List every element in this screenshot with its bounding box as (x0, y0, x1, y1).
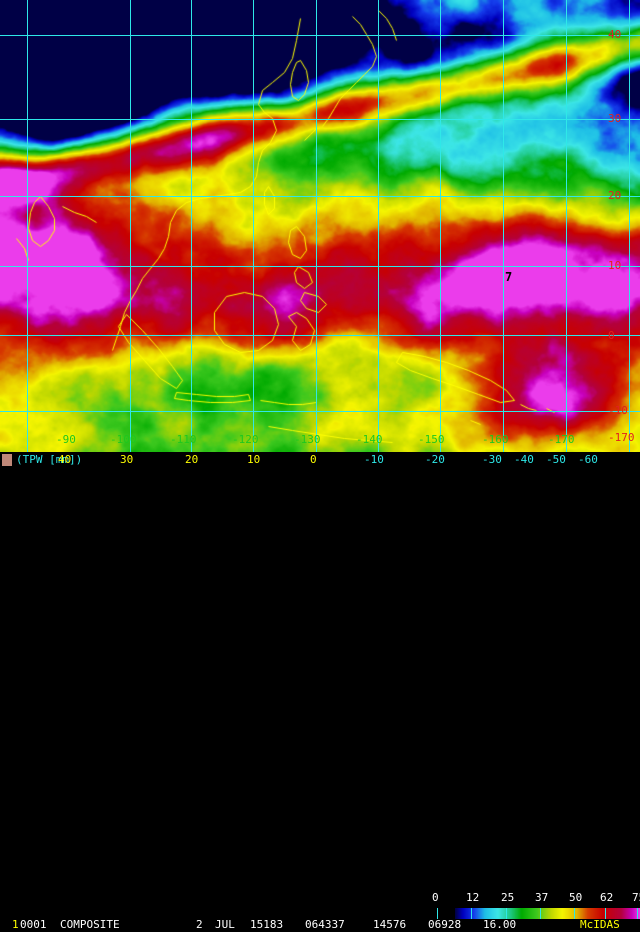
longitude-label-1: -100 (110, 433, 137, 446)
longitude-label-0: -90 (56, 433, 76, 446)
latitude-label-5: -10 (608, 404, 628, 417)
scale-overlay-label-7: -30 (482, 453, 502, 466)
colorbar-tick-label-1: 12 (466, 891, 480, 904)
latitude-label-3: 10 (608, 259, 622, 272)
field-c-value: 16.00 (483, 918, 517, 931)
latitude-label-2: 20 (608, 189, 622, 202)
colorbar-tick-3 (540, 908, 541, 919)
julian-day-value: 15183 (250, 918, 284, 931)
latitude-label-0: 40 (608, 28, 622, 41)
scale-overlay-label-4: 0 (310, 453, 317, 466)
field-a-value: 14576 (373, 918, 407, 931)
scale-overlay-label-8: -40 (514, 453, 534, 466)
colorbar-tick-label-5: 62 (600, 891, 614, 904)
scale-overlay-label-2: 20 (185, 453, 199, 466)
mcidas-brand: McIDAS (580, 918, 620, 931)
scale-overlay-label-5: -10 (364, 453, 384, 466)
colorbar-tick-label-6: 75 (632, 891, 640, 904)
satellite-map-display[interactable]: -90 -100 -110 -120 -130 -140 -150 -160 -170 40 30… (0, 0, 640, 452)
month-value: JUL (215, 918, 235, 931)
colorbar-tick-1 (471, 908, 472, 919)
info-bar: (TPW [mm]) 40 30 20 10 0 -10 -20 -30 -40 -50 -60 0… (0, 452, 640, 931)
colorbar-tick-4 (574, 908, 575, 919)
coastline-overlay (0, 0, 640, 452)
scale-overlay-label-6: -20 (425, 453, 445, 466)
scale-overlay-label-10: -60 (578, 453, 598, 466)
colorbar-tick-6 (637, 908, 638, 919)
map-annotation-0: 7 (505, 270, 513, 284)
scale-overlay-label-3: 10 (247, 453, 261, 466)
product-name: COMPOSITE (60, 918, 120, 931)
longitude-label-4: -130 (294, 433, 321, 446)
colorbar-tick-label-0: 0 (432, 891, 439, 904)
status-line: 1 0001 COMPOSITE 2 JUL 15183 064337 1457… (0, 918, 640, 932)
colorbar-tick-label-2: 25 (501, 891, 515, 904)
longitude-label-2: -110 (170, 433, 197, 446)
longitude-label-3: -120 (232, 433, 259, 446)
colorbar-tick-2 (506, 908, 507, 919)
colorbar-tick-label-4: 50 (569, 891, 583, 904)
field-b-value: 06928 (428, 918, 462, 931)
product-label: (TPW [mm]) (16, 453, 83, 466)
latitude-label-4: 0 (608, 329, 615, 342)
frame-marker: 1 (12, 918, 19, 931)
frame-number: 0001 (20, 918, 47, 931)
scale-overlay-label-1: 30 (120, 453, 134, 466)
scale-overlay-label-0: 40 (58, 453, 72, 466)
longitude-label-8: -170 (548, 433, 575, 446)
time-value: 064337 (305, 918, 345, 931)
colorbar-tick-5 (605, 908, 606, 919)
latitude-label-6: -170 (608, 431, 635, 444)
longitude-label-6: -150 (418, 433, 445, 446)
scale-overlay-label-9: -50 (546, 453, 566, 466)
longitude-label-5: -140 (356, 433, 383, 446)
colorbar-tick-0 (437, 908, 438, 919)
colorbar-tick-label-3: 37 (535, 891, 549, 904)
day-value: 2 (196, 918, 203, 931)
longitude-label-7: -160 (482, 433, 509, 446)
enhancement-swatch (2, 454, 12, 466)
latitude-label-1: 30 (608, 112, 622, 125)
